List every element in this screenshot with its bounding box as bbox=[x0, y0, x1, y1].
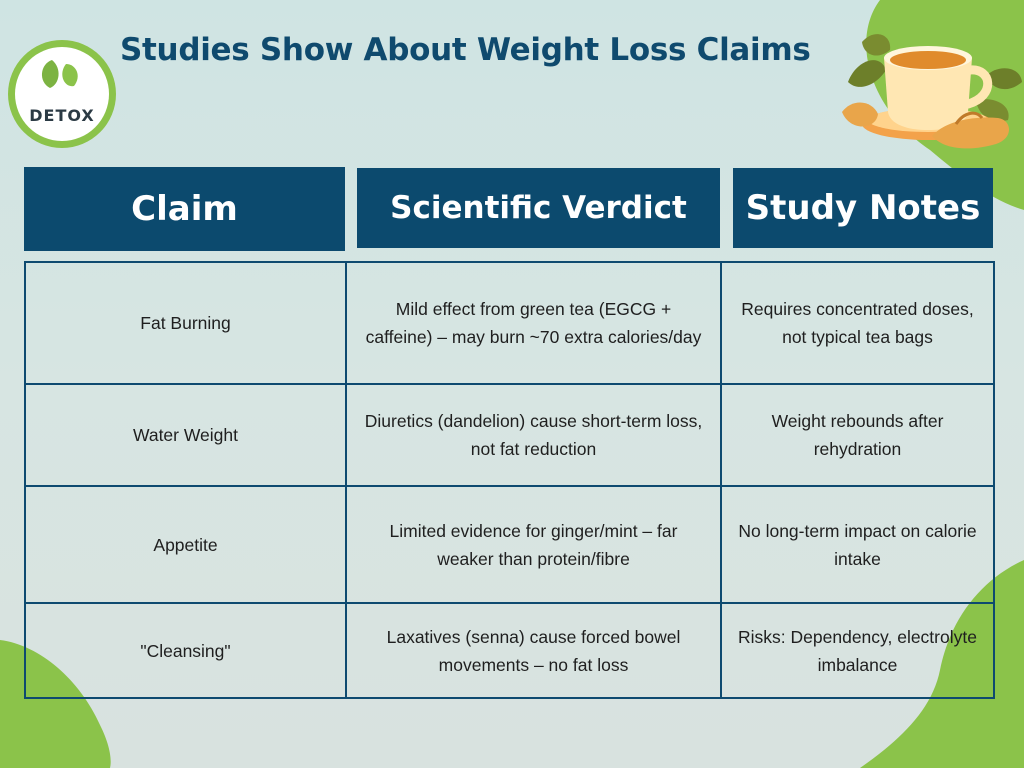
ginger-root-icon bbox=[842, 102, 1009, 149]
notes-cell: Weight rebounds after rehydration bbox=[720, 383, 995, 487]
claim-cell: Fat Burning bbox=[24, 261, 347, 385]
page-title: Studies Show About Weight Loss Claims bbox=[120, 32, 811, 68]
verdict-cell: Diuretics (dandelion) cause short-term l… bbox=[345, 383, 722, 487]
tea-illustration bbox=[842, 34, 1022, 149]
verdict-cell: Limited evidence for ginger/mint – far w… bbox=[345, 485, 722, 604]
leaf-icon bbox=[41, 60, 78, 88]
claim-cell: Appetite bbox=[24, 485, 347, 604]
table-row: "Cleansing" Laxatives (senna) cause forc… bbox=[24, 602, 995, 699]
notes-cell: Requires concentrated doses, not typical… bbox=[720, 261, 995, 385]
claim-cell: Water Weight bbox=[24, 383, 347, 487]
header-scientific-verdict: Scientific Verdict bbox=[357, 168, 720, 248]
table-row: Fat Burning Mild effect from green tea (… bbox=[24, 261, 995, 385]
claim-cell: "Cleansing" bbox=[24, 602, 347, 699]
verdict-cell: Mild effect from green tea (EGCG + caffe… bbox=[345, 261, 722, 385]
detox-logo: DETOX bbox=[6, 38, 118, 150]
table-row: Appetite Limited evidence for ginger/min… bbox=[24, 485, 995, 604]
leaf-icon bbox=[848, 34, 1022, 122]
table-row: Water Weight Diuretics (dandelion) cause… bbox=[24, 383, 995, 487]
notes-cell: No long-term impact on calorie intake bbox=[720, 485, 995, 604]
verdict-cell: Laxatives (senna) cause forced bowel mov… bbox=[345, 602, 722, 699]
tea-cup-icon bbox=[884, 46, 993, 130]
claims-table: Fat Burning Mild effect from green tea (… bbox=[24, 261, 995, 699]
notes-cell: Risks: Dependency, electrolyte imbalance bbox=[720, 602, 995, 699]
logo-text: DETOX bbox=[29, 106, 95, 125]
header-claim: Claim bbox=[24, 167, 345, 251]
header-study-notes: Study Notes bbox=[733, 168, 993, 248]
